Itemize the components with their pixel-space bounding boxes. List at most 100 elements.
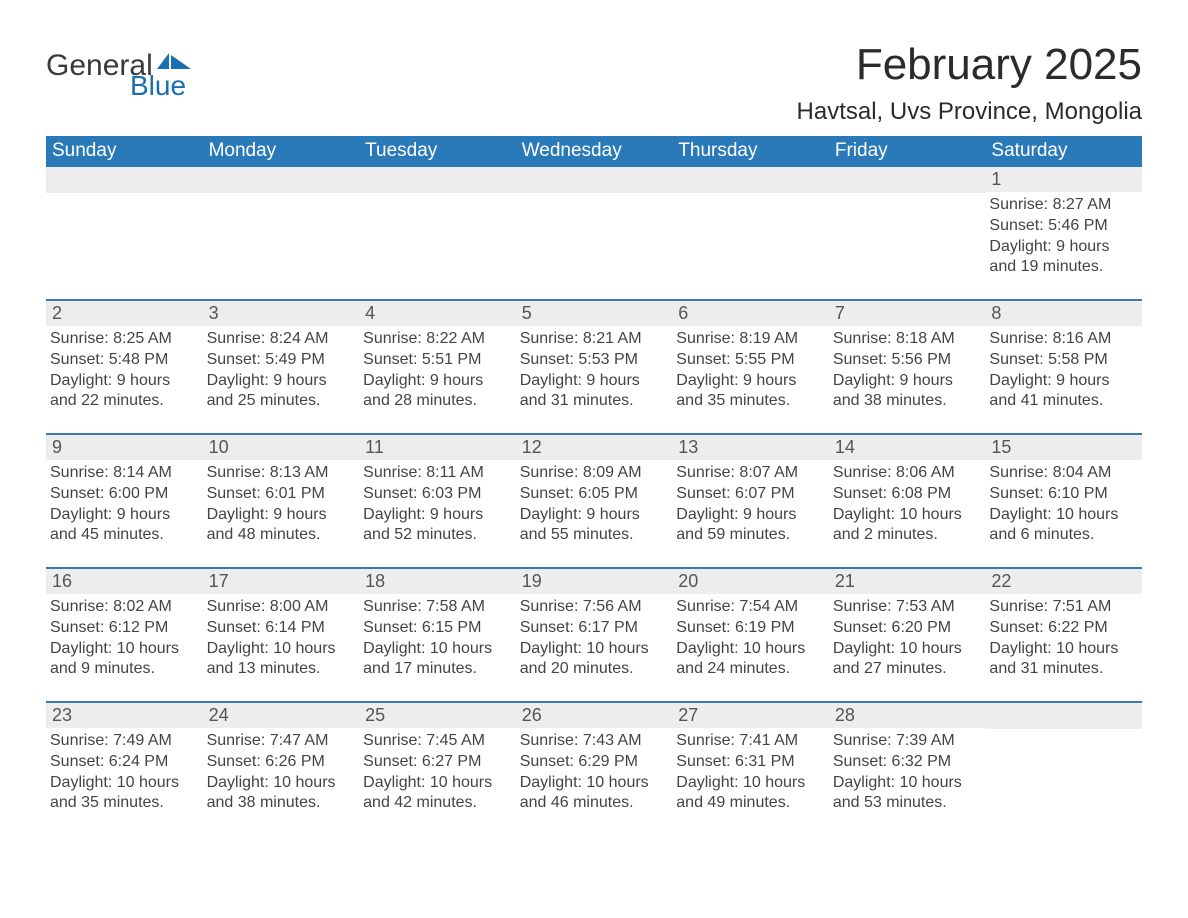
- day-cell-20: 20Sunrise: 7:54 AMSunset: 6:19 PMDayligh…: [672, 569, 829, 687]
- day-number: 6: [672, 301, 829, 326]
- daylight-line: Daylight: 9 hours and 38 minutes.: [833, 371, 980, 413]
- day-number: 17: [203, 569, 360, 594]
- day-cell-8: 8Sunrise: 8:16 AMSunset: 5:58 PMDaylight…: [985, 301, 1142, 419]
- day-number: 11: [359, 435, 516, 460]
- calendar: SundayMondayTuesdayWednesdayThursdayFrid…: [46, 136, 1142, 821]
- daylight-line: Daylight: 9 hours and 52 minutes.: [363, 505, 510, 547]
- day-number: 7: [829, 301, 986, 326]
- day-info: Sunrise: 8:04 AMSunset: 6:10 PMDaylight:…: [985, 460, 1142, 546]
- daylight-line: Daylight: 9 hours and 35 minutes.: [676, 371, 823, 413]
- sunset-line: Sunset: 6:14 PM: [207, 618, 354, 639]
- sunset-line: Sunset: 6:15 PM: [363, 618, 510, 639]
- calendar-week: 16Sunrise: 8:02 AMSunset: 6:12 PMDayligh…: [46, 567, 1142, 687]
- calendar-week: 1Sunrise: 8:27 AMSunset: 5:46 PMDaylight…: [46, 167, 1142, 285]
- day-info: Sunrise: 8:11 AMSunset: 6:03 PMDaylight:…: [359, 460, 516, 546]
- daylight-line: Daylight: 9 hours and 55 minutes.: [520, 505, 667, 547]
- day-number: 21: [829, 569, 986, 594]
- dow-monday: Monday: [203, 136, 360, 167]
- sunset-line: Sunset: 6:17 PM: [520, 618, 667, 639]
- sunset-line: Sunset: 6:26 PM: [207, 752, 354, 773]
- sunset-line: Sunset: 6:08 PM: [833, 484, 980, 505]
- daylight-line: Daylight: 9 hours and 31 minutes.: [520, 371, 667, 413]
- day-cell-26: 26Sunrise: 7:43 AMSunset: 6:29 PMDayligh…: [516, 703, 673, 821]
- daylight-line: Daylight: 10 hours and 46 minutes.: [520, 773, 667, 815]
- sunrise-line: Sunrise: 8:16 AM: [989, 329, 1136, 350]
- day-cell-22: 22Sunrise: 7:51 AMSunset: 6:22 PMDayligh…: [985, 569, 1142, 687]
- day-cell-9: 9Sunrise: 8:14 AMSunset: 6:00 PMDaylight…: [46, 435, 203, 553]
- day-number: [516, 167, 673, 193]
- sunrise-line: Sunrise: 8:24 AM: [207, 329, 354, 350]
- dow-wednesday: Wednesday: [516, 136, 673, 167]
- brand-word-2: Blue: [130, 73, 191, 98]
- day-number: [359, 167, 516, 193]
- day-number: 23: [46, 703, 203, 728]
- day-number: 16: [46, 569, 203, 594]
- day-cell-15: 15Sunrise: 8:04 AMSunset: 6:10 PMDayligh…: [985, 435, 1142, 553]
- daylight-line: Daylight: 10 hours and 6 minutes.: [989, 505, 1136, 547]
- daylight-line: Daylight: 9 hours and 48 minutes.: [207, 505, 354, 547]
- sunrise-line: Sunrise: 7:49 AM: [50, 731, 197, 752]
- daylight-line: Daylight: 9 hours and 59 minutes.: [676, 505, 823, 547]
- day-number: [203, 167, 360, 193]
- day-info: Sunrise: 7:43 AMSunset: 6:29 PMDaylight:…: [516, 728, 673, 814]
- calendar-week: 2Sunrise: 8:25 AMSunset: 5:48 PMDaylight…: [46, 299, 1142, 419]
- day-cell-empty: [203, 167, 360, 285]
- daylight-line: Daylight: 9 hours and 45 minutes.: [50, 505, 197, 547]
- sunset-line: Sunset: 6:31 PM: [676, 752, 823, 773]
- day-info: Sunrise: 8:02 AMSunset: 6:12 PMDaylight:…: [46, 594, 203, 680]
- calendar-week: 23Sunrise: 7:49 AMSunset: 6:24 PMDayligh…: [46, 701, 1142, 821]
- sunset-line: Sunset: 6:27 PM: [363, 752, 510, 773]
- day-cell-17: 17 Sunrise: 8:00 AMSunset: 6:14 PMDayligh…: [203, 569, 360, 687]
- day-cell-10: 10Sunrise: 8:13 AMSunset: 6:01 PMDayligh…: [203, 435, 360, 553]
- day-cell-23: 23Sunrise: 7:49 AMSunset: 6:24 PMDayligh…: [46, 703, 203, 821]
- day-info: Sunrise: 7:49 AMSunset: 6:24 PMDaylight:…: [46, 728, 203, 814]
- day-number: 28: [829, 703, 986, 728]
- day-cell-empty: [672, 167, 829, 285]
- day-info: Sunrise: 7:53 AMSunset: 6:20 PMDaylight:…: [829, 594, 986, 680]
- sunrise-line: Sunrise: 8:00 AM: [207, 597, 354, 618]
- day-cell-7: 7Sunrise: 8:18 AMSunset: 5:56 PMDaylight…: [829, 301, 986, 419]
- day-number: 26: [516, 703, 673, 728]
- title-block: February 2025 Havtsal, Uvs Province, Mon…: [797, 40, 1142, 126]
- sunrise-line: Sunrise: 8:11 AM: [363, 463, 510, 484]
- day-number: [829, 167, 986, 193]
- day-info: Sunrise: 8:07 AMSunset: 6:07 PMDaylight:…: [672, 460, 829, 546]
- day-cell-1: 1Sunrise: 8:27 AMSunset: 5:46 PMDaylight…: [985, 167, 1142, 285]
- daylight-line: Daylight: 10 hours and 31 minutes.: [989, 639, 1136, 681]
- header: General Blue February 2025 Havtsal, Uvs …: [46, 40, 1142, 126]
- sunset-line: Sunset: 6:29 PM: [520, 752, 667, 773]
- sunrise-line: Sunrise: 7:41 AM: [676, 731, 823, 752]
- brand-logo: General Blue: [46, 40, 191, 98]
- daylight-line: Daylight: 10 hours and 13 minutes.: [207, 639, 354, 681]
- day-info: Sunrise: 7:58 AMSunset: 6:15 PMDaylight:…: [359, 594, 516, 680]
- sunset-line: Sunset: 5:58 PM: [989, 350, 1136, 371]
- daylight-line: Daylight: 9 hours and 28 minutes.: [363, 371, 510, 413]
- day-info: Sunrise: 8:09 AMSunset: 6:05 PMDaylight:…: [516, 460, 673, 546]
- sunrise-line: Sunrise: 7:43 AM: [520, 731, 667, 752]
- day-cell-empty: [516, 167, 673, 285]
- day-number: [985, 703, 1142, 729]
- day-number: 14: [829, 435, 986, 460]
- day-number: 15: [985, 435, 1142, 460]
- daylight-line: Daylight: 9 hours and 19 minutes.: [989, 237, 1136, 279]
- dow-thursday: Thursday: [672, 136, 829, 167]
- sunrise-line: Sunrise: 7:58 AM: [363, 597, 510, 618]
- daylight-line: Daylight: 10 hours and 20 minutes.: [520, 639, 667, 681]
- sunset-line: Sunset: 6:07 PM: [676, 484, 823, 505]
- day-cell-empty: [359, 167, 516, 285]
- daylight-line: Daylight: 10 hours and 49 minutes.: [676, 773, 823, 815]
- day-info: Sunrise: 8:14 AMSunset: 6:00 PMDaylight:…: [46, 460, 203, 546]
- day-number: 13: [672, 435, 829, 460]
- day-number: 2: [46, 301, 203, 326]
- sunrise-line: Sunrise: 7:39 AM: [833, 731, 980, 752]
- sunrise-line: Sunrise: 8:09 AM: [520, 463, 667, 484]
- day-cell-18: 18Sunrise: 7:58 AMSunset: 6:15 PMDayligh…: [359, 569, 516, 687]
- day-cell-28: 28Sunrise: 7:39 AMSunset: 6:32 PMDayligh…: [829, 703, 986, 821]
- dow-tuesday: Tuesday: [359, 136, 516, 167]
- sunrise-line: Sunrise: 8:04 AM: [989, 463, 1136, 484]
- sunrise-line: Sunrise: 8:06 AM: [833, 463, 980, 484]
- day-cell-16: 16Sunrise: 8:02 AMSunset: 6:12 PMDayligh…: [46, 569, 203, 687]
- sunset-line: Sunset: 6:32 PM: [833, 752, 980, 773]
- daylight-line: Daylight: 9 hours and 22 minutes.: [50, 371, 197, 413]
- day-info: Sunrise: 8:22 AMSunset: 5:51 PMDaylight:…: [359, 326, 516, 412]
